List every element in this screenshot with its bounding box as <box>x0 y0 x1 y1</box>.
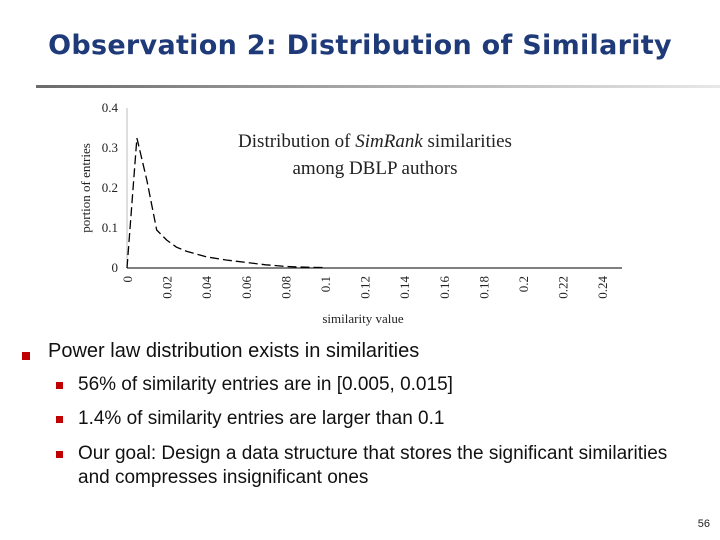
x-axis-label: similarity value <box>322 311 403 326</box>
x-tick-label: 0.24 <box>595 276 610 299</box>
x-tick-label: 0 <box>120 276 135 283</box>
title-divider <box>36 85 720 88</box>
y-tick-label: 0 <box>112 260 119 275</box>
chart-title: Distribution of SimRank similarities amo… <box>230 128 520 182</box>
x-tick-label: 0.06 <box>239 276 254 299</box>
x-tick-label: 0.14 <box>397 276 412 299</box>
x-tick-label: 0.16 <box>437 276 452 299</box>
similarity-distribution-chart: 0 0.1 0.2 0.3 0.4 0 0.02 0.04 0.06 0.08 0.1 0.12 0.… <box>78 100 622 326</box>
chart-title-line2: among DBLP authors <box>292 158 458 179</box>
bullet-marker <box>22 352 30 360</box>
x-tick-label: 0.12 <box>358 276 373 299</box>
chart-title-emphasis: SimRank <box>355 131 423 152</box>
x-tick-label: 0.1 <box>318 276 333 292</box>
sub-bullet-1: 56% of similarity entries are in [0.005,… <box>78 374 453 395</box>
sub-bullet-3: Our goal: Design a data structure that s… <box>78 443 668 488</box>
sub-bullet-marker <box>56 382 63 389</box>
x-tick-labels: 0 0.02 0.04 0.06 0.08 0.1 0.12 0.14 0.16 0.18 0.2 0… <box>120 276 610 299</box>
x-tick-label: 0.04 <box>199 276 214 299</box>
y-axis-label: portion of entries <box>78 143 93 233</box>
chart-title-part1: Distribution of <box>238 131 356 152</box>
y-tick-label: 0.3 <box>102 140 118 155</box>
chart-axes <box>126 108 622 269</box>
bullet-main: Power law distribution exists in similar… <box>48 340 420 362</box>
x-tick-label: 0.08 <box>278 276 293 299</box>
x-tick-label: 0.02 <box>160 276 175 299</box>
x-tick-label: 0.18 <box>476 276 491 299</box>
sub-bullet-marker <box>56 416 63 423</box>
chart-series <box>126 137 326 269</box>
series-line <box>126 137 326 269</box>
slide-title: Observation 2: Distribution of Similarit… <box>48 30 672 61</box>
y-tick-label: 0.4 <box>102 100 119 115</box>
x-tick-label: 0.22 <box>556 276 571 299</box>
page-number: 56 <box>697 518 710 530</box>
y-tick-labels: 0 0.1 0.2 0.3 0.4 <box>102 100 119 275</box>
sub-bullet-2: 1.4% of similarity entries are larger th… <box>78 408 445 429</box>
y-tick-label: 0.1 <box>102 220 118 235</box>
chart-title-part2: similarities <box>422 131 512 152</box>
sub-bullet-marker <box>56 451 63 458</box>
x-tick-label: 0.2 <box>516 276 531 292</box>
y-tick-label: 0.2 <box>102 180 118 195</box>
